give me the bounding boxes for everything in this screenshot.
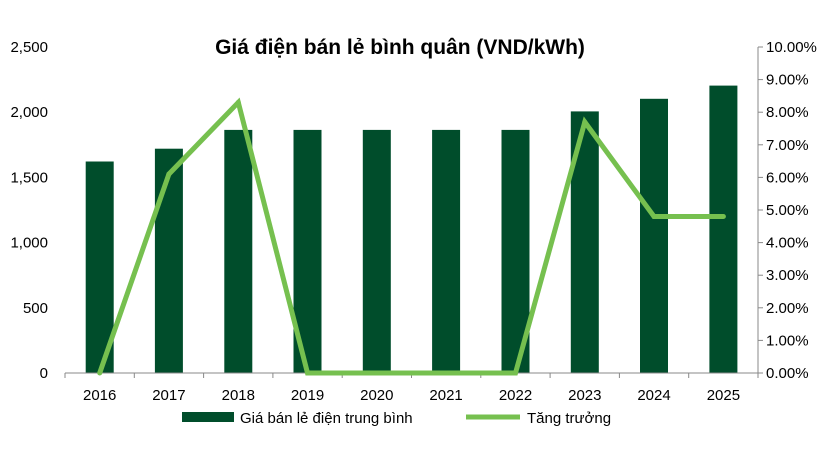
y-right-tick-label: 9.00% — [766, 72, 809, 89]
growth-point-2025 — [720, 214, 726, 219]
bar-2018 — [224, 129, 253, 373]
y-right-tick-label: 3.00% — [766, 267, 809, 284]
x-tick-label-2021: 2021 — [429, 387, 462, 404]
growth-point-2019 — [305, 370, 310, 376]
y-left-tick-label: 0 — [40, 365, 48, 382]
bar-2017 — [154, 148, 183, 373]
growth-point-2024 — [651, 214, 657, 219]
y-right-tick-label: 10.00% — [766, 39, 817, 56]
growth-point-2016 — [97, 370, 103, 376]
legend-label-line: Tăng trưởng — [527, 410, 611, 427]
legend-swatch-bar — [182, 412, 234, 422]
bars-layer — [85, 85, 738, 374]
y-left-tick-label: 1,000 — [10, 235, 48, 252]
y-right-tick-label: 2.00% — [766, 300, 809, 317]
line-layer — [97, 97, 726, 376]
x-tick-label-2025: 2025 — [707, 387, 740, 404]
x-tick-label-2016: 2016 — [83, 387, 116, 404]
y-left-tick-label: 1,500 — [10, 169, 48, 186]
x-tick-label-2020: 2020 — [360, 387, 393, 404]
y-left-tick-label: 2,000 — [10, 104, 48, 121]
axes-layer: 2016 2017 2018 2019 2020 2021 2022 2023 2024 2025… — [10, 39, 816, 404]
y-right-tick-label: 0.00% — [766, 365, 809, 382]
growth-point-2018 — [235, 99, 241, 105]
y-left-tick-label: 500 — [23, 300, 48, 317]
x-tick-label-2024: 2024 — [637, 387, 670, 404]
growth-line — [97, 97, 724, 376]
chart-title: Giá điện bán lẻ bình quân (VND/kWh) — [215, 36, 585, 59]
y-left-tick-label: 2,500 — [10, 39, 48, 56]
x-tick-label-2017: 2017 — [152, 387, 185, 404]
y-right-tick-label: 4.00% — [766, 235, 809, 252]
x-tick-label-2022: 2022 — [499, 387, 532, 404]
legend: Giá bán lẻ điện trung bình Tăng trưởng — [182, 410, 611, 427]
growth-point-2021 — [443, 370, 449, 376]
growth-point-2020 — [374, 370, 380, 376]
y-right-tick-label: 1.00% — [766, 332, 809, 349]
growth-point-2022 — [513, 370, 518, 376]
y-right-tick-label: 5.00% — [766, 202, 809, 219]
x-tick-label-2018: 2018 — [222, 387, 255, 404]
x-tick-label-2023: 2023 — [568, 387, 601, 404]
y-right-tick-label: 7.00% — [766, 137, 809, 154]
growth-point-2023 — [582, 119, 588, 125]
legend-label-bar: Giá bán lẻ điện trung bình — [240, 410, 413, 427]
bar-2025 — [709, 85, 738, 373]
y-right-tick-label: 6.00% — [766, 169, 809, 186]
bar-2024 — [640, 98, 668, 374]
x-tick-label-2019: 2019 — [291, 387, 324, 404]
growth-point-2017 — [166, 171, 172, 177]
bar-2016 — [85, 161, 114, 373]
bar-2021 — [432, 129, 461, 373]
bar-2020 — [362, 129, 391, 373]
y-right-tick-label: 8.00% — [766, 104, 809, 121]
